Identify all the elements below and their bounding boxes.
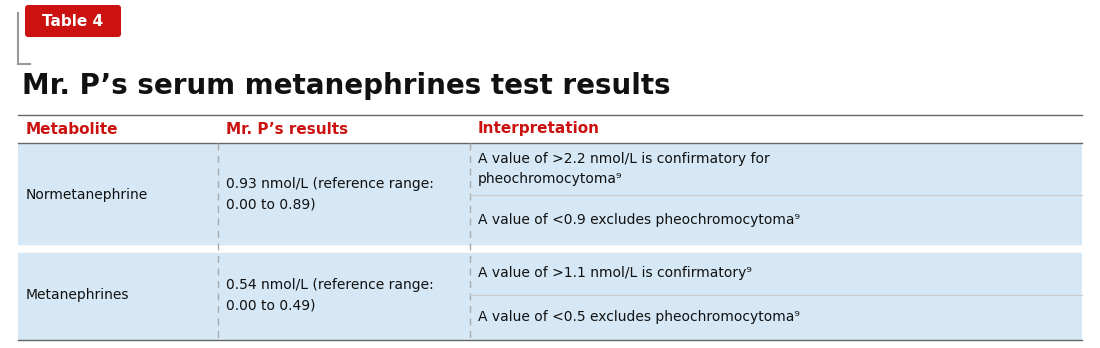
Text: A value of <0.9 excludes pheochromocytoma⁹: A value of <0.9 excludes pheochromocytom… xyxy=(478,213,800,227)
Text: Interpretation: Interpretation xyxy=(478,121,600,136)
Text: Mr. P’s results: Mr. P’s results xyxy=(226,121,348,136)
Text: A value of <0.5 excludes pheochromocytoma⁹: A value of <0.5 excludes pheochromocytom… xyxy=(478,310,800,324)
Text: 0.93 nmol/L (reference range:
0.00 to 0.89): 0.93 nmol/L (reference range: 0.00 to 0.… xyxy=(226,177,433,212)
FancyBboxPatch shape xyxy=(25,5,121,37)
Bar xyxy=(18,143,1082,246)
Text: A value of >2.2 nmol/L is confirmatory for
pheochromocytoma⁹: A value of >2.2 nmol/L is confirmatory f… xyxy=(478,152,770,185)
Text: Metanephrines: Metanephrines xyxy=(26,288,130,302)
Text: Metabolite: Metabolite xyxy=(26,121,119,136)
Text: Mr. P’s serum metanephrines test results: Mr. P’s serum metanephrines test results xyxy=(22,72,671,100)
Text: Normetanephrine: Normetanephrine xyxy=(26,188,149,201)
Text: Table 4: Table 4 xyxy=(43,14,103,29)
Text: 0.54 nmol/L (reference range:
0.00 to 0.49): 0.54 nmol/L (reference range: 0.00 to 0.… xyxy=(226,278,433,312)
Bar xyxy=(18,250,1082,340)
Text: A value of >1.1 nmol/L is confirmatory⁹: A value of >1.1 nmol/L is confirmatory⁹ xyxy=(478,266,752,279)
